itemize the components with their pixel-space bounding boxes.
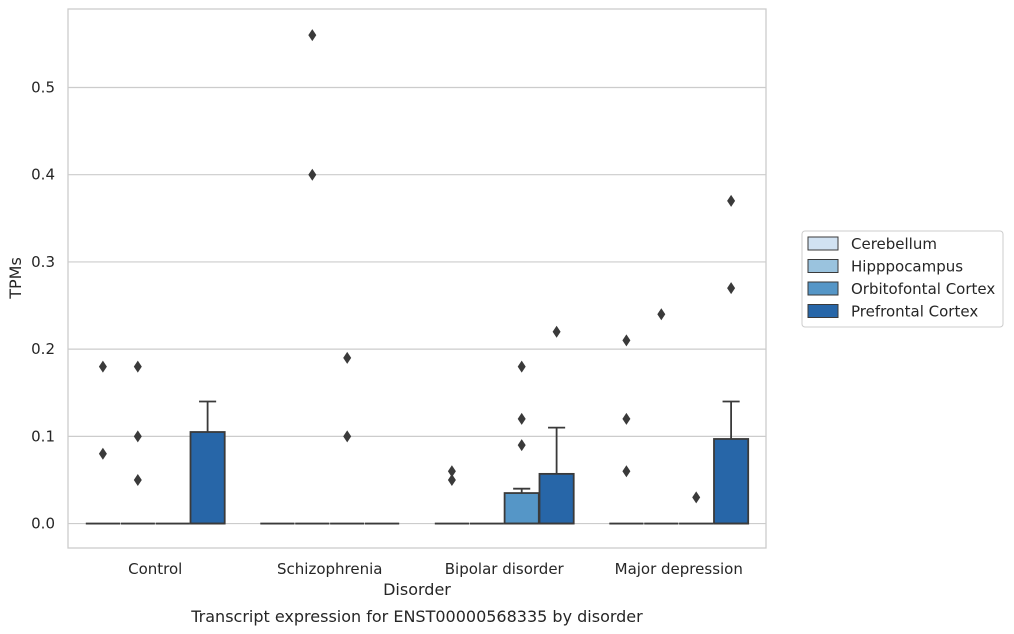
x-tick-label: Control <box>128 560 182 578</box>
outlier-point <box>98 447 107 460</box>
box-1-1 <box>295 29 330 525</box>
outlier-point <box>133 430 142 443</box>
outlier-point <box>133 360 142 373</box>
outlier-point <box>622 334 631 347</box>
box-2-0 <box>434 465 470 525</box>
plot-area-frame <box>67 8 767 549</box>
box-body <box>538 472 575 525</box>
legend: Cerebellum Hipppocampus Orbitofontal Corte… <box>801 230 1004 328</box>
x-axis-label: Disorder <box>383 580 451 599</box>
box-0-1 <box>120 360 155 525</box>
box-body <box>713 438 750 525</box>
y-tick-label: 0.2 <box>31 340 55 358</box>
x-tick-label: Bipolar disorder <box>445 560 565 578</box>
legend-label: Prefrontal Cortex <box>851 303 978 321</box>
box-2-2 <box>503 360 540 525</box>
outlier-point <box>517 439 526 452</box>
x-tick-label: Schizophrenia <box>277 560 382 578</box>
box-3-2 <box>679 491 714 525</box>
y-axis-label: TPMs <box>6 257 25 300</box>
outlier-point <box>308 29 317 42</box>
y-tick-label: 0.1 <box>31 427 55 445</box>
legend-swatch <box>807 281 839 296</box>
outlier-point <box>517 412 526 425</box>
outlier-point <box>692 491 701 504</box>
legend-label: Hipppocampus <box>851 258 963 276</box>
legend-swatch <box>807 236 839 251</box>
y-axis-ticks: 0.0 0.1 0.2 0.3 0.4 0.5 <box>31 78 55 532</box>
x-axis-ticks: Control Schizophrenia Bipolar disorder Majo… <box>128 560 743 578</box>
outlier-point <box>622 412 631 425</box>
outlier-point <box>343 351 352 364</box>
box-3-3 <box>713 194 750 525</box>
y-tick-label: 0.3 <box>31 253 55 271</box>
legend-label: Orbitofontal Cortex <box>851 280 995 298</box>
box-2-3 <box>538 325 575 525</box>
y-tick-label: 0.5 <box>31 78 55 96</box>
boxes-layer <box>85 29 750 525</box>
chart-caption: Transcript expression for ENST0000056833… <box>190 607 643 626</box>
outlier-point <box>657 308 666 321</box>
y-tick-label: 0.4 <box>31 166 55 184</box>
outlier-point <box>552 325 561 338</box>
legend-swatch <box>807 259 839 273</box>
outlier-point <box>308 168 317 181</box>
x-tick-label: Major depression <box>615 560 743 578</box>
outlier-point <box>622 465 631 478</box>
outlier-point <box>133 473 142 486</box>
box-3-0 <box>609 334 644 525</box>
y-tick-label: 0.0 <box>31 515 55 533</box>
outlier-point <box>727 282 736 295</box>
outlier-point <box>517 360 526 373</box>
grid-lines <box>68 86 766 525</box>
outlier-point <box>447 465 456 478</box>
legend-swatch <box>807 304 839 318</box>
box-body <box>189 431 226 525</box>
outlier-point <box>727 194 736 207</box>
box-body <box>503 492 540 525</box>
outlier-point <box>447 473 456 486</box>
box-0-0 <box>85 360 121 525</box>
legend-label: Cerebellum <box>851 235 937 253</box>
box-1-2 <box>330 351 365 525</box>
outlier-point <box>343 430 352 443</box>
box-0-3 <box>189 400 226 525</box>
outlier-point <box>98 360 107 373</box>
box-3-1 <box>644 308 679 525</box>
legend-box <box>801 230 1004 328</box>
